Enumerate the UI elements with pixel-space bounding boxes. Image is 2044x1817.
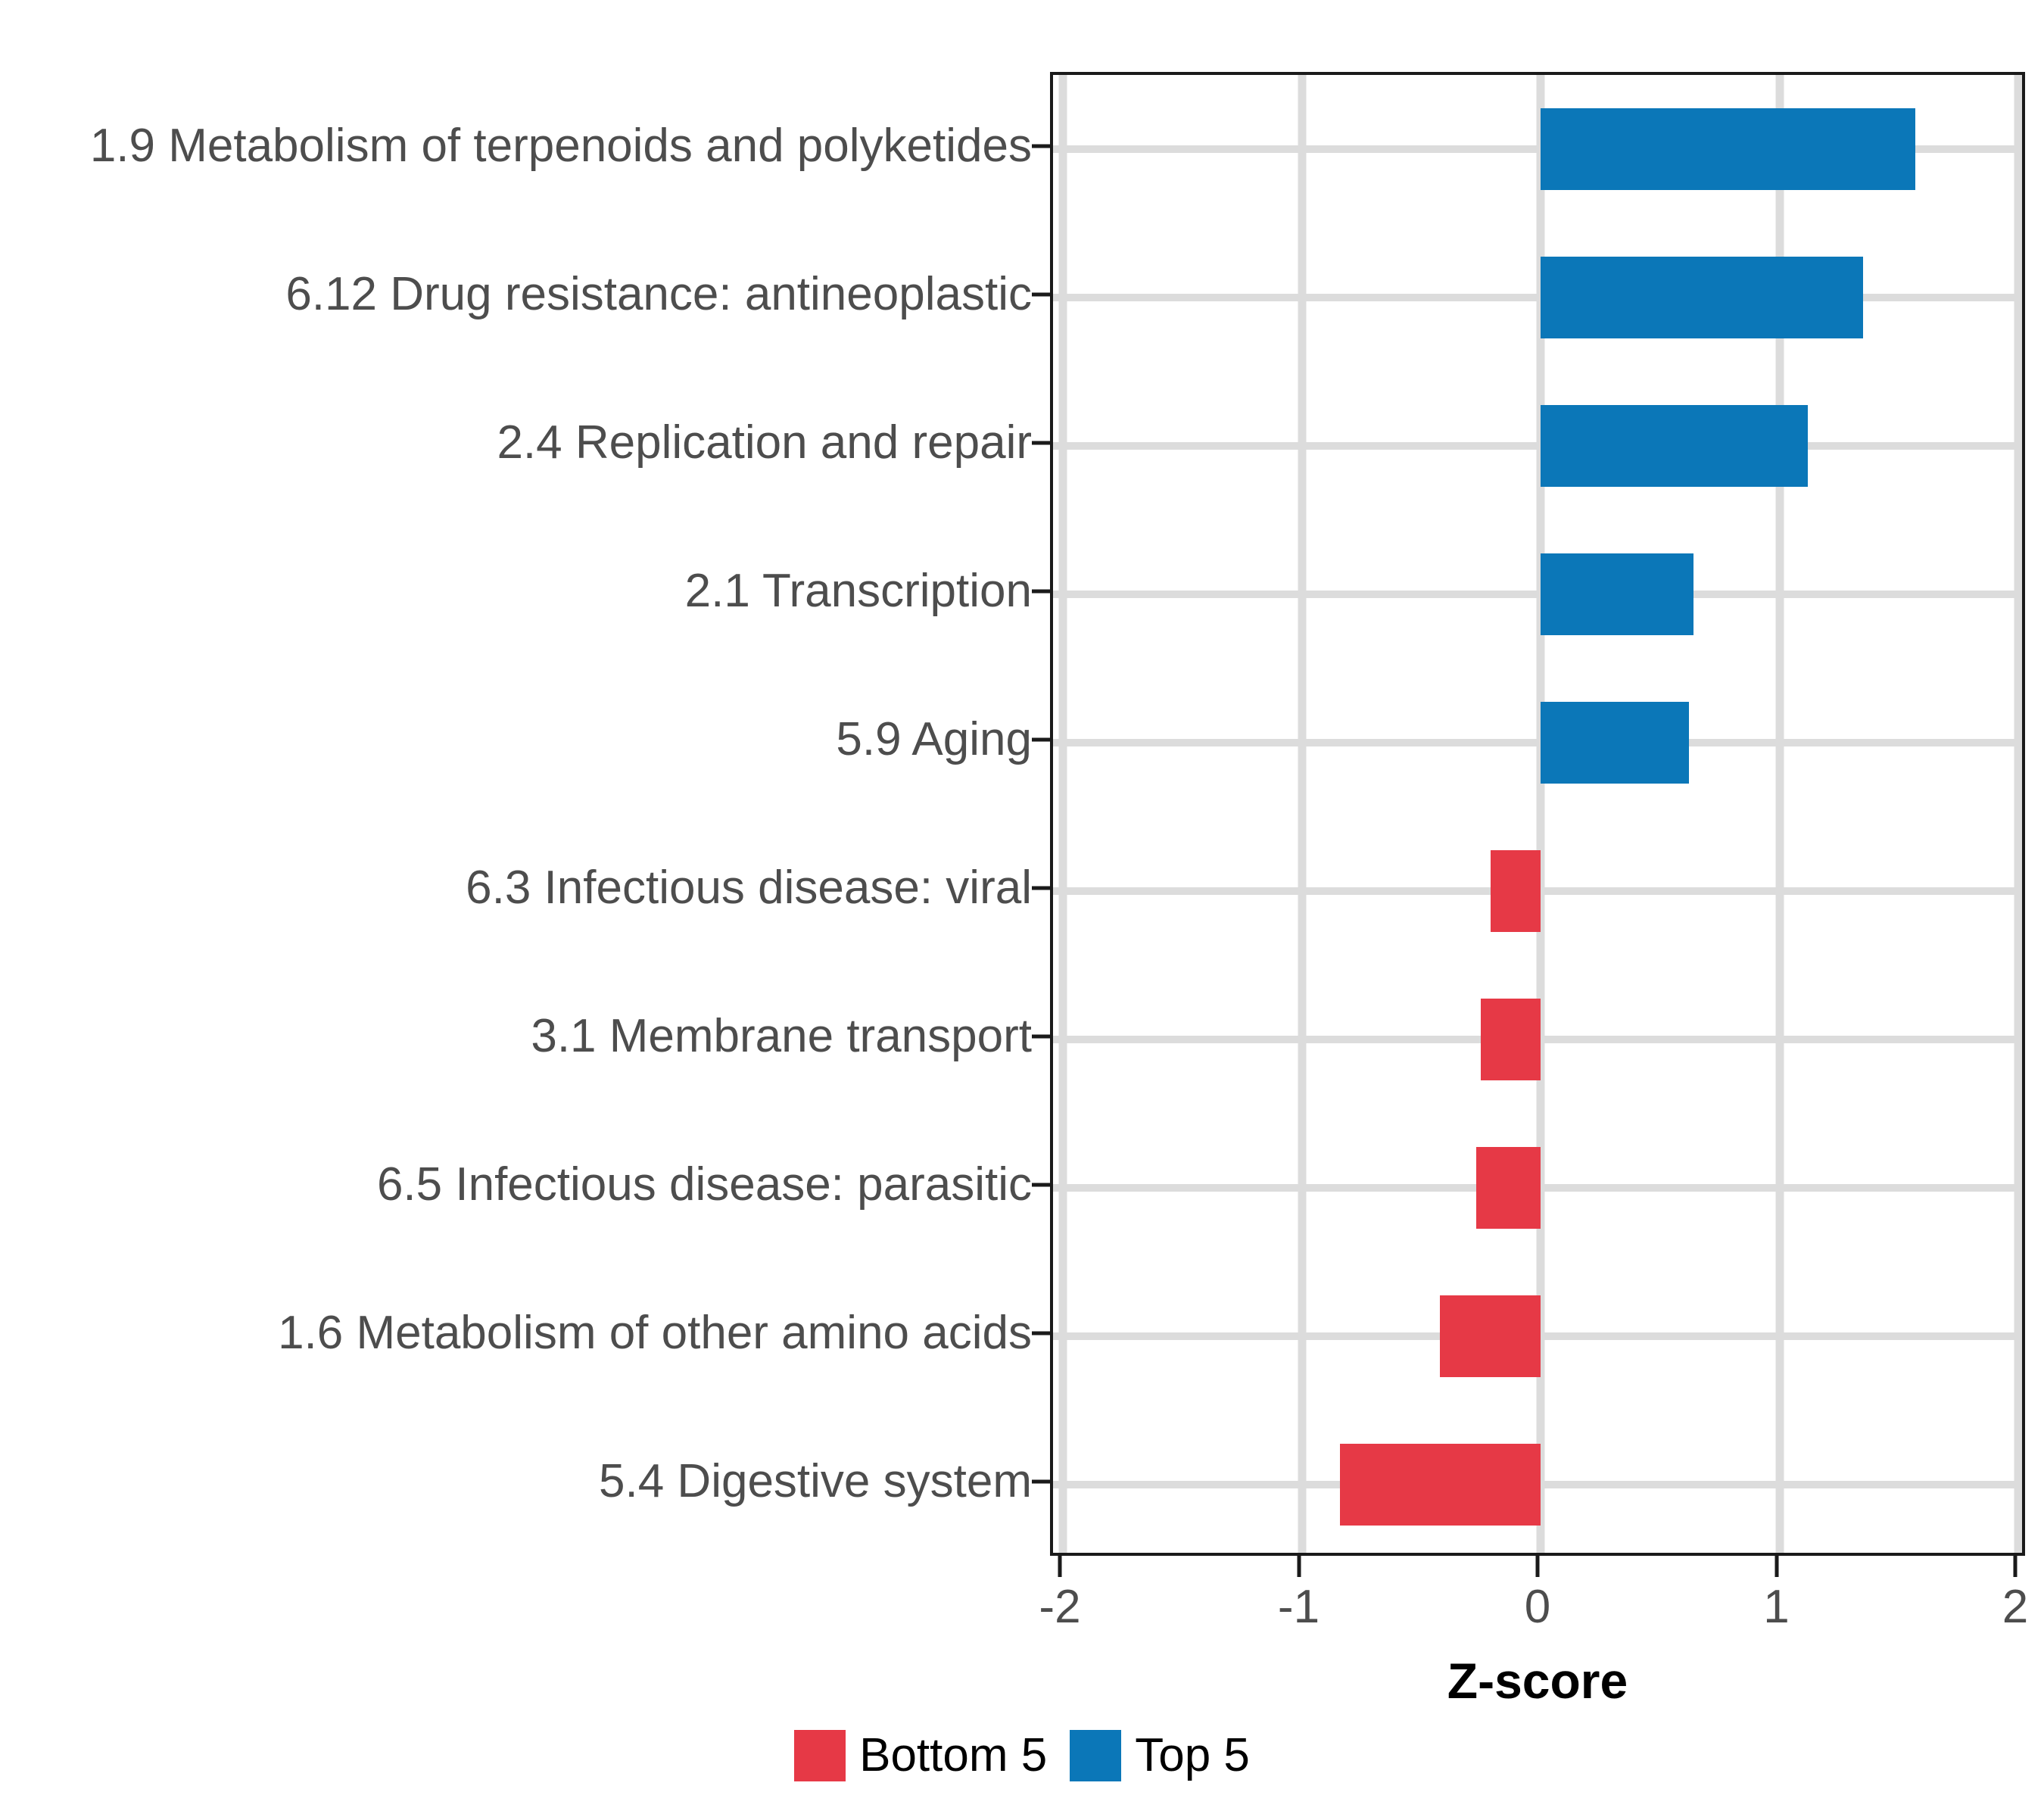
gridline-horizontal-0 (1053, 145, 2022, 153)
x-axis-tick (2013, 1556, 2018, 1577)
bar (1481, 999, 1541, 1080)
chart-legend: Bottom 5 Top 5 (0, 1730, 2044, 1781)
y-axis-tick (1032, 886, 1050, 890)
bar (1541, 405, 1809, 487)
gridline-vertical-0 (1058, 75, 1067, 1553)
bar (1541, 553, 1693, 635)
y-axis-label: 1.6 Metabolism of other amino acids (278, 1307, 1032, 1359)
legend-swatch-icon (1070, 1730, 1122, 1781)
y-axis-tick (1032, 144, 1050, 148)
bar (1541, 702, 1689, 784)
legend-item[interactable]: Top 5 (1070, 1730, 1250, 1781)
legend-swatch-icon (794, 1730, 846, 1781)
y-axis-label: 1.9 Metabolism of terpenoids and polyket… (89, 120, 1032, 172)
y-axis-tick (1032, 737, 1050, 742)
x-axis-ticklabel: 1 (1763, 1581, 1790, 1633)
gridline-horizontal-3 (1053, 591, 2022, 598)
bar (1440, 1295, 1541, 1377)
gridline-vertical-2 (1536, 75, 1545, 1553)
y-axis-label: 5.4 Digestive system (599, 1455, 1032, 1507)
gridline-vertical-1 (1298, 75, 1306, 1553)
x-axis-ticklabel: 2 (2002, 1581, 2029, 1633)
y-axis-tick (1032, 1034, 1050, 1039)
y-axis-label: 2.1 Transcription (684, 565, 1032, 617)
y-axis-label: 6.3 Infectious disease: viral (466, 862, 1032, 914)
y-axis-tick (1032, 441, 1050, 445)
legend-label: Bottom 5 (859, 1729, 1048, 1781)
y-axis-label: 3.1 Membrane transport (531, 1010, 1032, 1062)
bar (1541, 257, 1863, 338)
y-axis-tick (1032, 589, 1050, 594)
x-axis-ticklabel: -1 (1277, 1581, 1320, 1633)
bar (1339, 1444, 1541, 1526)
y-axis-tick (1032, 1479, 1050, 1484)
gridline-horizontal-1 (1053, 294, 2022, 301)
x-axis-tick (1058, 1556, 1062, 1577)
y-axis-label: 6.5 Infectious disease: parasitic (376, 1158, 1032, 1211)
y-axis-tick (1032, 1183, 1050, 1187)
gridline-vertical-4 (2014, 75, 2022, 1553)
legend-item[interactable]: Bottom 5 (794, 1730, 1047, 1781)
bar (1475, 1147, 1541, 1229)
y-axis-label: 5.9 Aging (836, 713, 1032, 765)
x-axis-title: Z-score (1447, 1653, 1628, 1709)
y-axis-tick (1032, 292, 1050, 297)
x-axis-ticklabel: -2 (1039, 1581, 1081, 1633)
gridline-vertical-3 (1775, 75, 1784, 1553)
plot-panel (1050, 72, 2025, 1556)
gridline-horizontal-2 (1053, 442, 2022, 450)
x-axis-tick (1535, 1556, 1540, 1577)
x-axis-tick (1774, 1556, 1778, 1577)
y-axis-tick (1032, 1331, 1050, 1335)
gridline-horizontal-4 (1053, 739, 2022, 746)
x-axis-ticklabel: 0 (1524, 1581, 1551, 1633)
bar (1541, 108, 1916, 190)
y-axis-label: 6.12 Drug resistance: antineoplastic (285, 268, 1032, 320)
y-axis-label: 2.4 Replication and repair (497, 416, 1032, 469)
bar (1490, 850, 1541, 932)
x-axis-tick (1297, 1556, 1301, 1577)
legend-label: Top 5 (1135, 1729, 1250, 1781)
